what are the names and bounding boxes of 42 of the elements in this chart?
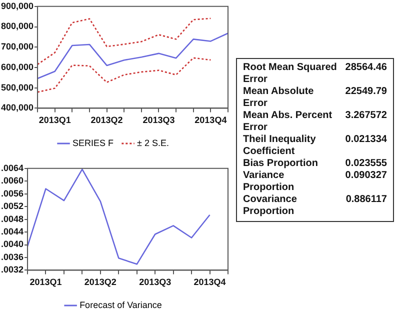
line-series [36, 57, 212, 93]
y-tick-label: 900,000 [0, 0, 34, 11]
x-tick-label: 2013Q3 [139, 277, 172, 288]
x-tick-label: 2013Q2 [90, 115, 123, 126]
text: 0.023555 [345, 158, 387, 170]
y-tick-label: .0032 [0, 264, 24, 275]
text: 0.090327 [345, 170, 387, 183]
x-tick-label: 2013Q3 [142, 115, 175, 126]
text: 28564.46 [345, 62, 387, 75]
y-tick-label: .0040 [0, 239, 24, 250]
y-tick-label: .0048 [0, 214, 24, 224]
y-tick-label: .0044 [0, 226, 24, 237]
x-tick-label: 2013Q1 [30, 277, 62, 288]
line-series [36, 18, 212, 66]
text: Mean Abs. Percent Error [243, 110, 334, 134]
text: 0.021334 [345, 134, 387, 147]
legend-label: SERIES F [72, 138, 114, 148]
legend-label: ± 2 S.E. [137, 138, 169, 148]
text: Covariance Proportion [243, 194, 298, 218]
text: 0.886117 [346, 194, 387, 207]
text: Mean Absolute Error [243, 86, 315, 110]
text: 22549.79 [345, 86, 387, 99]
y-tick-label: .0056 [0, 188, 24, 198]
y-tick-label: 700,000 [0, 42, 34, 52]
text: Bias Proportion [243, 158, 318, 170]
text: Theil Inequality Coefficient [243, 134, 317, 158]
y-tick-label: 800,000 [0, 21, 34, 32]
text: Root Mean Squared Error [243, 62, 338, 86]
y-tick-label: .0036 [0, 252, 24, 262]
y-tick-label: 600,000 [0, 62, 34, 72]
x-tick-label: 2013Q1 [38, 115, 71, 126]
y-tick-label: .0052 [0, 201, 24, 212]
text: Variance Proportion [243, 170, 296, 194]
y-tick-label: .0060 [0, 176, 24, 186]
x-tick-label: 2013Q4 [194, 277, 226, 288]
x-tick-label: 2013Q4 [194, 115, 227, 126]
y-tick-label: 400,000 [0, 102, 34, 113]
y-tick-label: .0064 [0, 162, 24, 173]
text: 3.267572 [345, 110, 387, 123]
legend-label: Forecast of Variance [80, 300, 162, 310]
x-tick-label: 2013Q2 [84, 277, 116, 288]
y-tick-label: 500,000 [0, 82, 34, 92]
